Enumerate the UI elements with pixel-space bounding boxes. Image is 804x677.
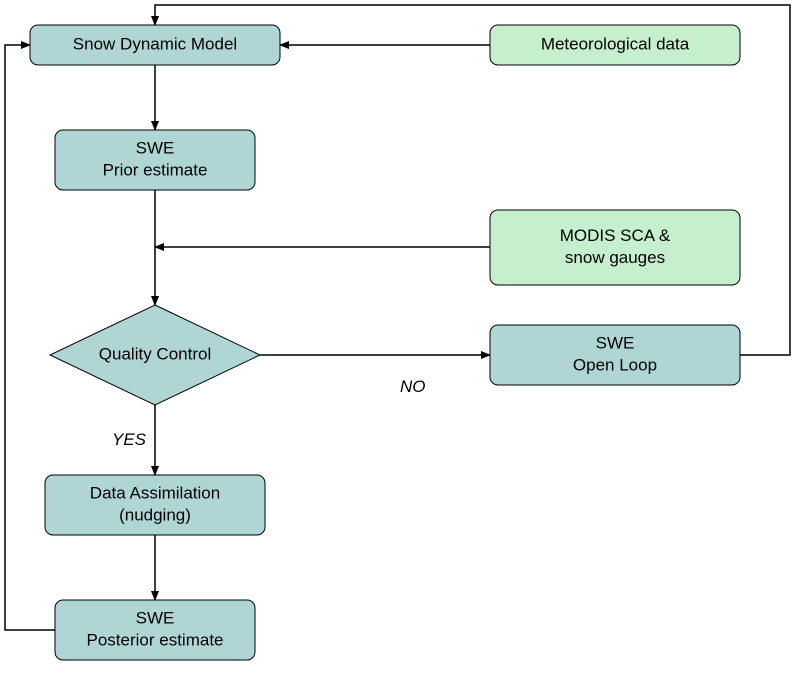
node-met: Meteorological data <box>490 25 740 65</box>
edge-label-e_qc_open: NO <box>400 377 426 396</box>
node-post-label-1: Posterior estimate <box>87 630 224 649</box>
edge-e_post_top <box>5 45 55 630</box>
node-prior-label-0: SWE <box>136 138 175 157</box>
node-sdm: Snow Dynamic Model <box>30 25 280 65</box>
node-da: Data Assimilation (nudging) <box>45 475 265 535</box>
node-qc: Quality Control <box>50 305 260 405</box>
node-met-label-0: Meteorological data <box>541 34 690 53</box>
node-modis-label-0: MODIS SCA & <box>560 226 671 245</box>
node-modis-label-1: snow gauges <box>565 248 665 267</box>
node-open-label-0: SWE <box>596 333 635 352</box>
node-open-label-1: Open Loop <box>573 355 657 374</box>
node-post-label-0: SWE <box>136 608 175 627</box>
edge-label-e_qc_da: YES <box>112 430 147 449</box>
node-modis: MODIS SCA & snow gauges <box>490 210 740 285</box>
node-open: SWE Open Loop <box>490 325 740 385</box>
node-prior-label-1: Prior estimate <box>103 160 208 179</box>
flowchart-diagram: Snow Dynamic Model Meteorological data SWE… <box>0 0 804 677</box>
node-prior: SWE Prior estimate <box>55 130 255 190</box>
node-sdm-label-0: Snow Dynamic Model <box>73 34 237 53</box>
node-da-label-0: Data Assimilation <box>90 483 220 502</box>
node-post: SWE Posterior estimate <box>55 600 255 660</box>
node-da-label-1: (nudging) <box>119 505 191 524</box>
node-qc-label-0: Quality Control <box>99 344 211 363</box>
